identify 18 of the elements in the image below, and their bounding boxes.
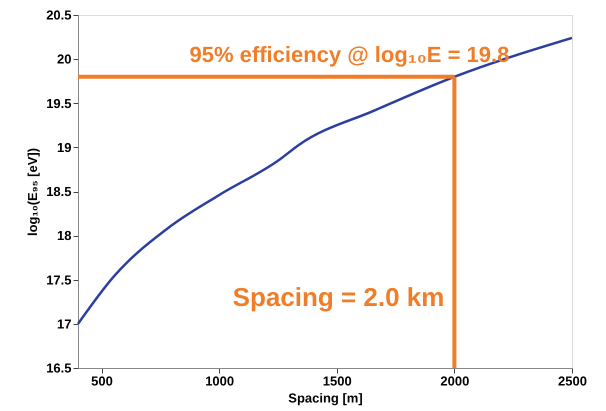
annotation: Spacing = 2.0 km — [232, 282, 444, 312]
y-tick-label: 17 — [57, 316, 72, 332]
x-axis-title: Spacing [m] — [288, 390, 363, 406]
y-tick-label: 16.5 — [46, 360, 72, 376]
y-tick-label: 17.5 — [46, 272, 72, 288]
y-tick-label: 18 — [57, 228, 72, 244]
x-tick-label: 1000 — [205, 374, 234, 388]
y-tick-label: 20 — [57, 52, 72, 67]
y-tick-label: 19 — [57, 140, 72, 155]
ref-line-label: 95% efficiency @ log₁₀E = 19.8 — [189, 42, 510, 67]
x-tick-label: 1500 — [322, 374, 352, 388]
x-tick-label: 500 — [91, 374, 113, 388]
y-tick-label: 19.5 — [46, 96, 72, 111]
x-tick-label: 2500 — [558, 374, 587, 388]
x-tick-label: 2000 — [440, 374, 470, 388]
y-tick-label: 18.5 — [46, 184, 72, 199]
y-axis-title: log₁₀(E₉₅ [eV]) — [25, 148, 40, 236]
y-tick-label: 20.5 — [46, 8, 72, 22]
